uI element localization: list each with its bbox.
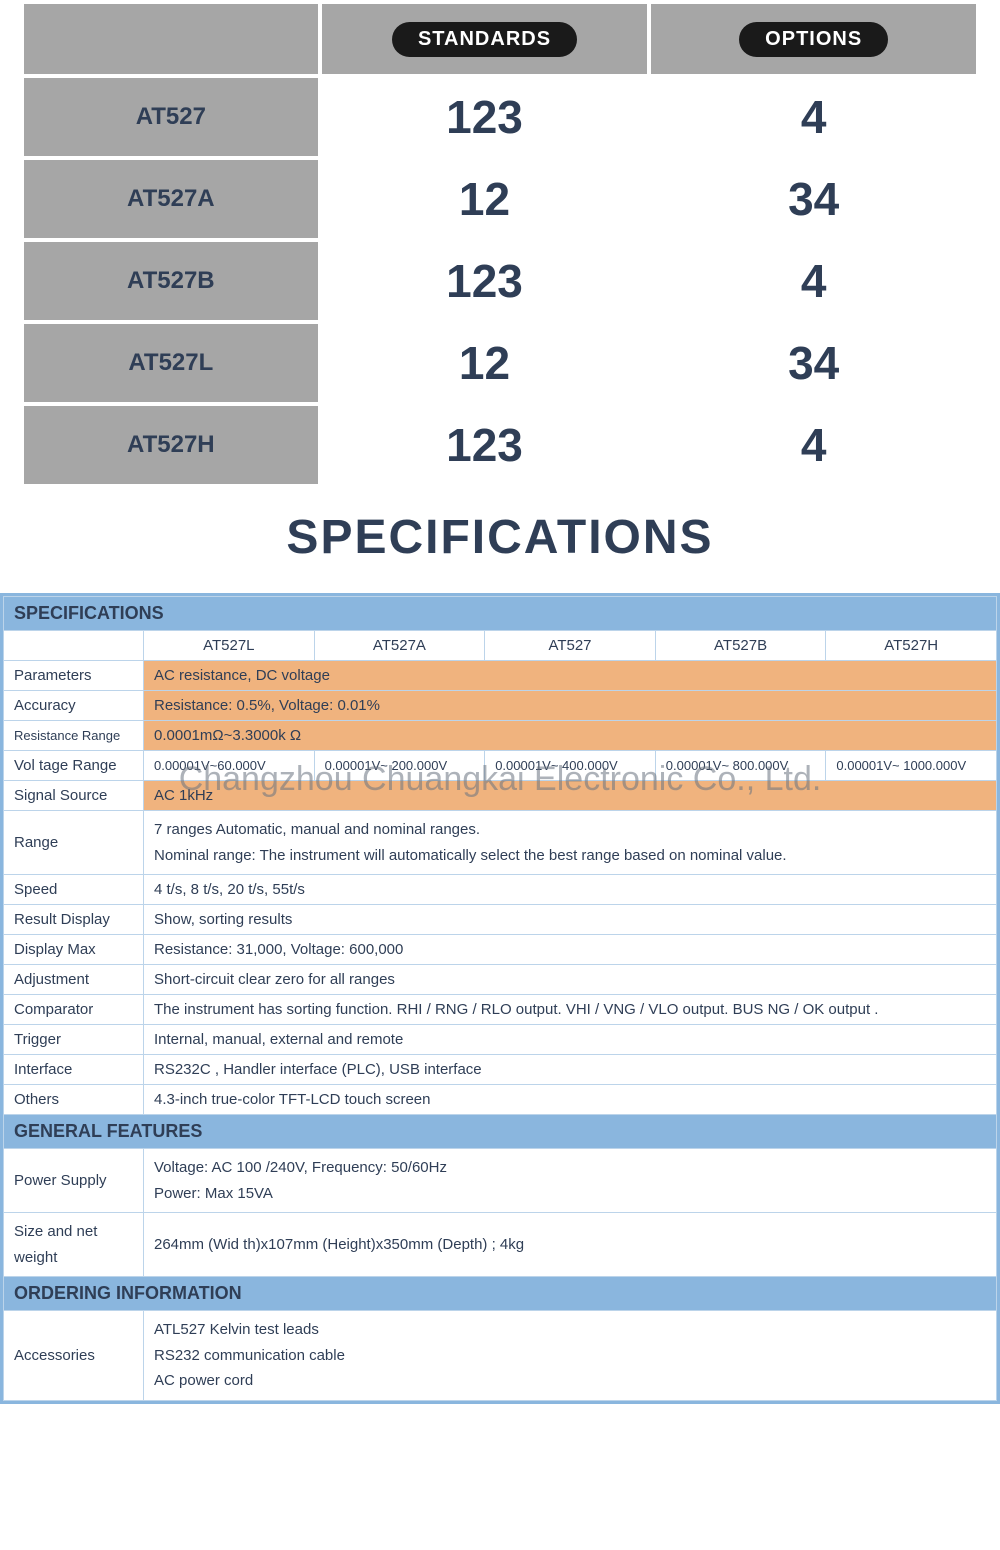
model-name: AT527A [24, 160, 318, 238]
options-value: 34 [651, 160, 976, 238]
spec-row-others: Others 4.3-inch true-color TFT-LCD touch… [4, 1085, 997, 1115]
model-table: STANDARDS OPTIONS AT527 123 4 AT527A 12 … [20, 0, 980, 488]
model-name: AT527B [24, 242, 318, 320]
row-label: Range [4, 811, 144, 875]
row-value: Short-circuit clear zero for all ranges [144, 965, 997, 995]
options-value: 4 [651, 242, 976, 320]
options-value: 4 [651, 406, 976, 484]
row-label: Display Max [4, 935, 144, 965]
row-label: Size and net weight [4, 1213, 144, 1277]
row-value: AC resistance, DC voltage [144, 661, 997, 691]
row-label: Adjustment [4, 965, 144, 995]
model-row: AT527H 123 4 [24, 406, 976, 484]
model-table-header-row: STANDARDS OPTIONS [24, 4, 976, 74]
row-value: ATL527 Kelvin test leadsRS232 communicat… [144, 1311, 997, 1401]
model-row: AT527A 12 34 [24, 160, 976, 238]
row-value: Internal, manual, external and remote [144, 1025, 997, 1055]
row-label: Interface [4, 1055, 144, 1085]
spec-row-resistance-range: Resistance Range 0.0001mΩ~3.3000k Ω [4, 721, 997, 751]
spec-row-size-weight: Size and net weight 264mm (Wid th)x107mm… [4, 1213, 997, 1277]
row-label: Speed [4, 875, 144, 905]
spec-row-accessories: Accessories ATL527 Kelvin test leadsRS23… [4, 1311, 997, 1401]
row-label: Comparator [4, 995, 144, 1025]
col-header: AT527H [826, 631, 997, 661]
model-header-row: AT527L AT527A AT527 AT527B AT527H [4, 631, 997, 661]
row-value: 4 t/s, 8 t/s, 20 t/s, 55t/s [144, 875, 997, 905]
spec-row-range: Range 7 ranges Automatic, manual and nom… [4, 811, 997, 875]
row-label: Vol tage Range [4, 751, 144, 781]
col-header: AT527A [314, 631, 485, 661]
row-value: 7 ranges Automatic, manual and nominal r… [144, 811, 997, 875]
spec-row-interface: Interface RS232C , Handler interface (PL… [4, 1055, 997, 1085]
model-name: AT527H [24, 406, 318, 484]
row-label: Resistance Range [4, 721, 144, 751]
options-pill: OPTIONS [739, 22, 888, 57]
standards-pill: STANDARDS [392, 22, 577, 57]
spec-table-wrapper: SPECIFICATIONS AT527L AT527A AT527 AT527… [0, 593, 1000, 1404]
spec-row-trigger: Trigger Internal, manual, external and r… [4, 1025, 997, 1055]
voltage-range-value: 0.00001V~ 200.000V [314, 751, 485, 781]
spec-row-voltage-range: Vol tage Range 0.00001V~60.000V 0.00001V… [4, 751, 997, 781]
row-value: Voltage: AC 100 /240V, Frequency: 50/60H… [144, 1149, 997, 1213]
row-label: Signal Source [4, 781, 144, 811]
ordering-info-header: ORDERING INFORMATION [4, 1277, 997, 1311]
row-label: Others [4, 1085, 144, 1115]
model-row: AT527 123 4 [24, 78, 976, 156]
voltage-range-value: 0.00001V~ 400.000V [485, 751, 656, 781]
model-name: AT527 [24, 78, 318, 156]
row-value: Resistance: 31,000, Voltage: 600,000 [144, 935, 997, 965]
spec-row-accuracy: Accuracy Resistance: 0.5%, Voltage: 0.01… [4, 691, 997, 721]
standards-header: STANDARDS [322, 4, 648, 74]
spec-section-header: SPECIFICATIONS [4, 597, 997, 631]
blank-col-header [4, 631, 144, 661]
spec-row-power-supply: Power Supply Voltage: AC 100 /240V, Freq… [4, 1149, 997, 1213]
col-header: AT527B [655, 631, 826, 661]
col-header: AT527L [144, 631, 315, 661]
row-value: 4.3-inch true-color TFT-LCD touch screen [144, 1085, 997, 1115]
spec-row-signal-source: Signal Source AC 1kHz [4, 781, 997, 811]
standards-value: 12 [322, 324, 648, 402]
row-label: Trigger [4, 1025, 144, 1055]
model-row: AT527B 123 4 [24, 242, 976, 320]
row-label: Result Display [4, 905, 144, 935]
voltage-range-value: 0.00001V~ 800.000V [655, 751, 826, 781]
row-label: Accuracy [4, 691, 144, 721]
model-table-blank-header [24, 4, 318, 74]
options-value: 34 [651, 324, 976, 402]
standards-value: 123 [322, 406, 648, 484]
col-header: AT527 [485, 631, 656, 661]
row-label: Accessories [4, 1311, 144, 1401]
specifications-title: SPECIFICATIONS [0, 510, 1000, 565]
row-value: AC 1kHz [144, 781, 997, 811]
standards-value: 123 [322, 78, 648, 156]
spec-row-adjustment: Adjustment Short-circuit clear zero for … [4, 965, 997, 995]
row-label: Parameters [4, 661, 144, 691]
row-value: Show, sorting results [144, 905, 997, 935]
voltage-range-value: 0.00001V~ 1000.000V [826, 751, 997, 781]
spec-row-display-max: Display Max Resistance: 31,000, Voltage:… [4, 935, 997, 965]
standards-value: 123 [322, 242, 648, 320]
row-label: Power Supply [4, 1149, 144, 1213]
spec-row-speed: Speed 4 t/s, 8 t/s, 20 t/s, 55t/s [4, 875, 997, 905]
voltage-range-value: 0.00001V~60.000V [144, 751, 315, 781]
spec-row-parameters: Parameters AC resistance, DC voltage [4, 661, 997, 691]
row-value: 0.0001mΩ~3.3000k Ω [144, 721, 997, 751]
row-value: The instrument has sorting function. RHI… [144, 995, 997, 1025]
row-value: Resistance: 0.5%, Voltage: 0.01% [144, 691, 997, 721]
standards-value: 12 [322, 160, 648, 238]
model-row: AT527L 12 34 [24, 324, 976, 402]
spec-row-result-display: Result Display Show, sorting results [4, 905, 997, 935]
spec-table: SPECIFICATIONS AT527L AT527A AT527 AT527… [3, 596, 997, 1401]
model-name: AT527L [24, 324, 318, 402]
row-value: RS232C , Handler interface (PLC), USB in… [144, 1055, 997, 1085]
row-value: 264mm (Wid th)x107mm (Height)x350mm (Dep… [144, 1213, 997, 1277]
options-header: OPTIONS [651, 4, 976, 74]
general-features-header: GENERAL FEATURES [4, 1115, 997, 1149]
options-value: 4 [651, 78, 976, 156]
spec-row-comparator: Comparator The instrument has sorting fu… [4, 995, 997, 1025]
